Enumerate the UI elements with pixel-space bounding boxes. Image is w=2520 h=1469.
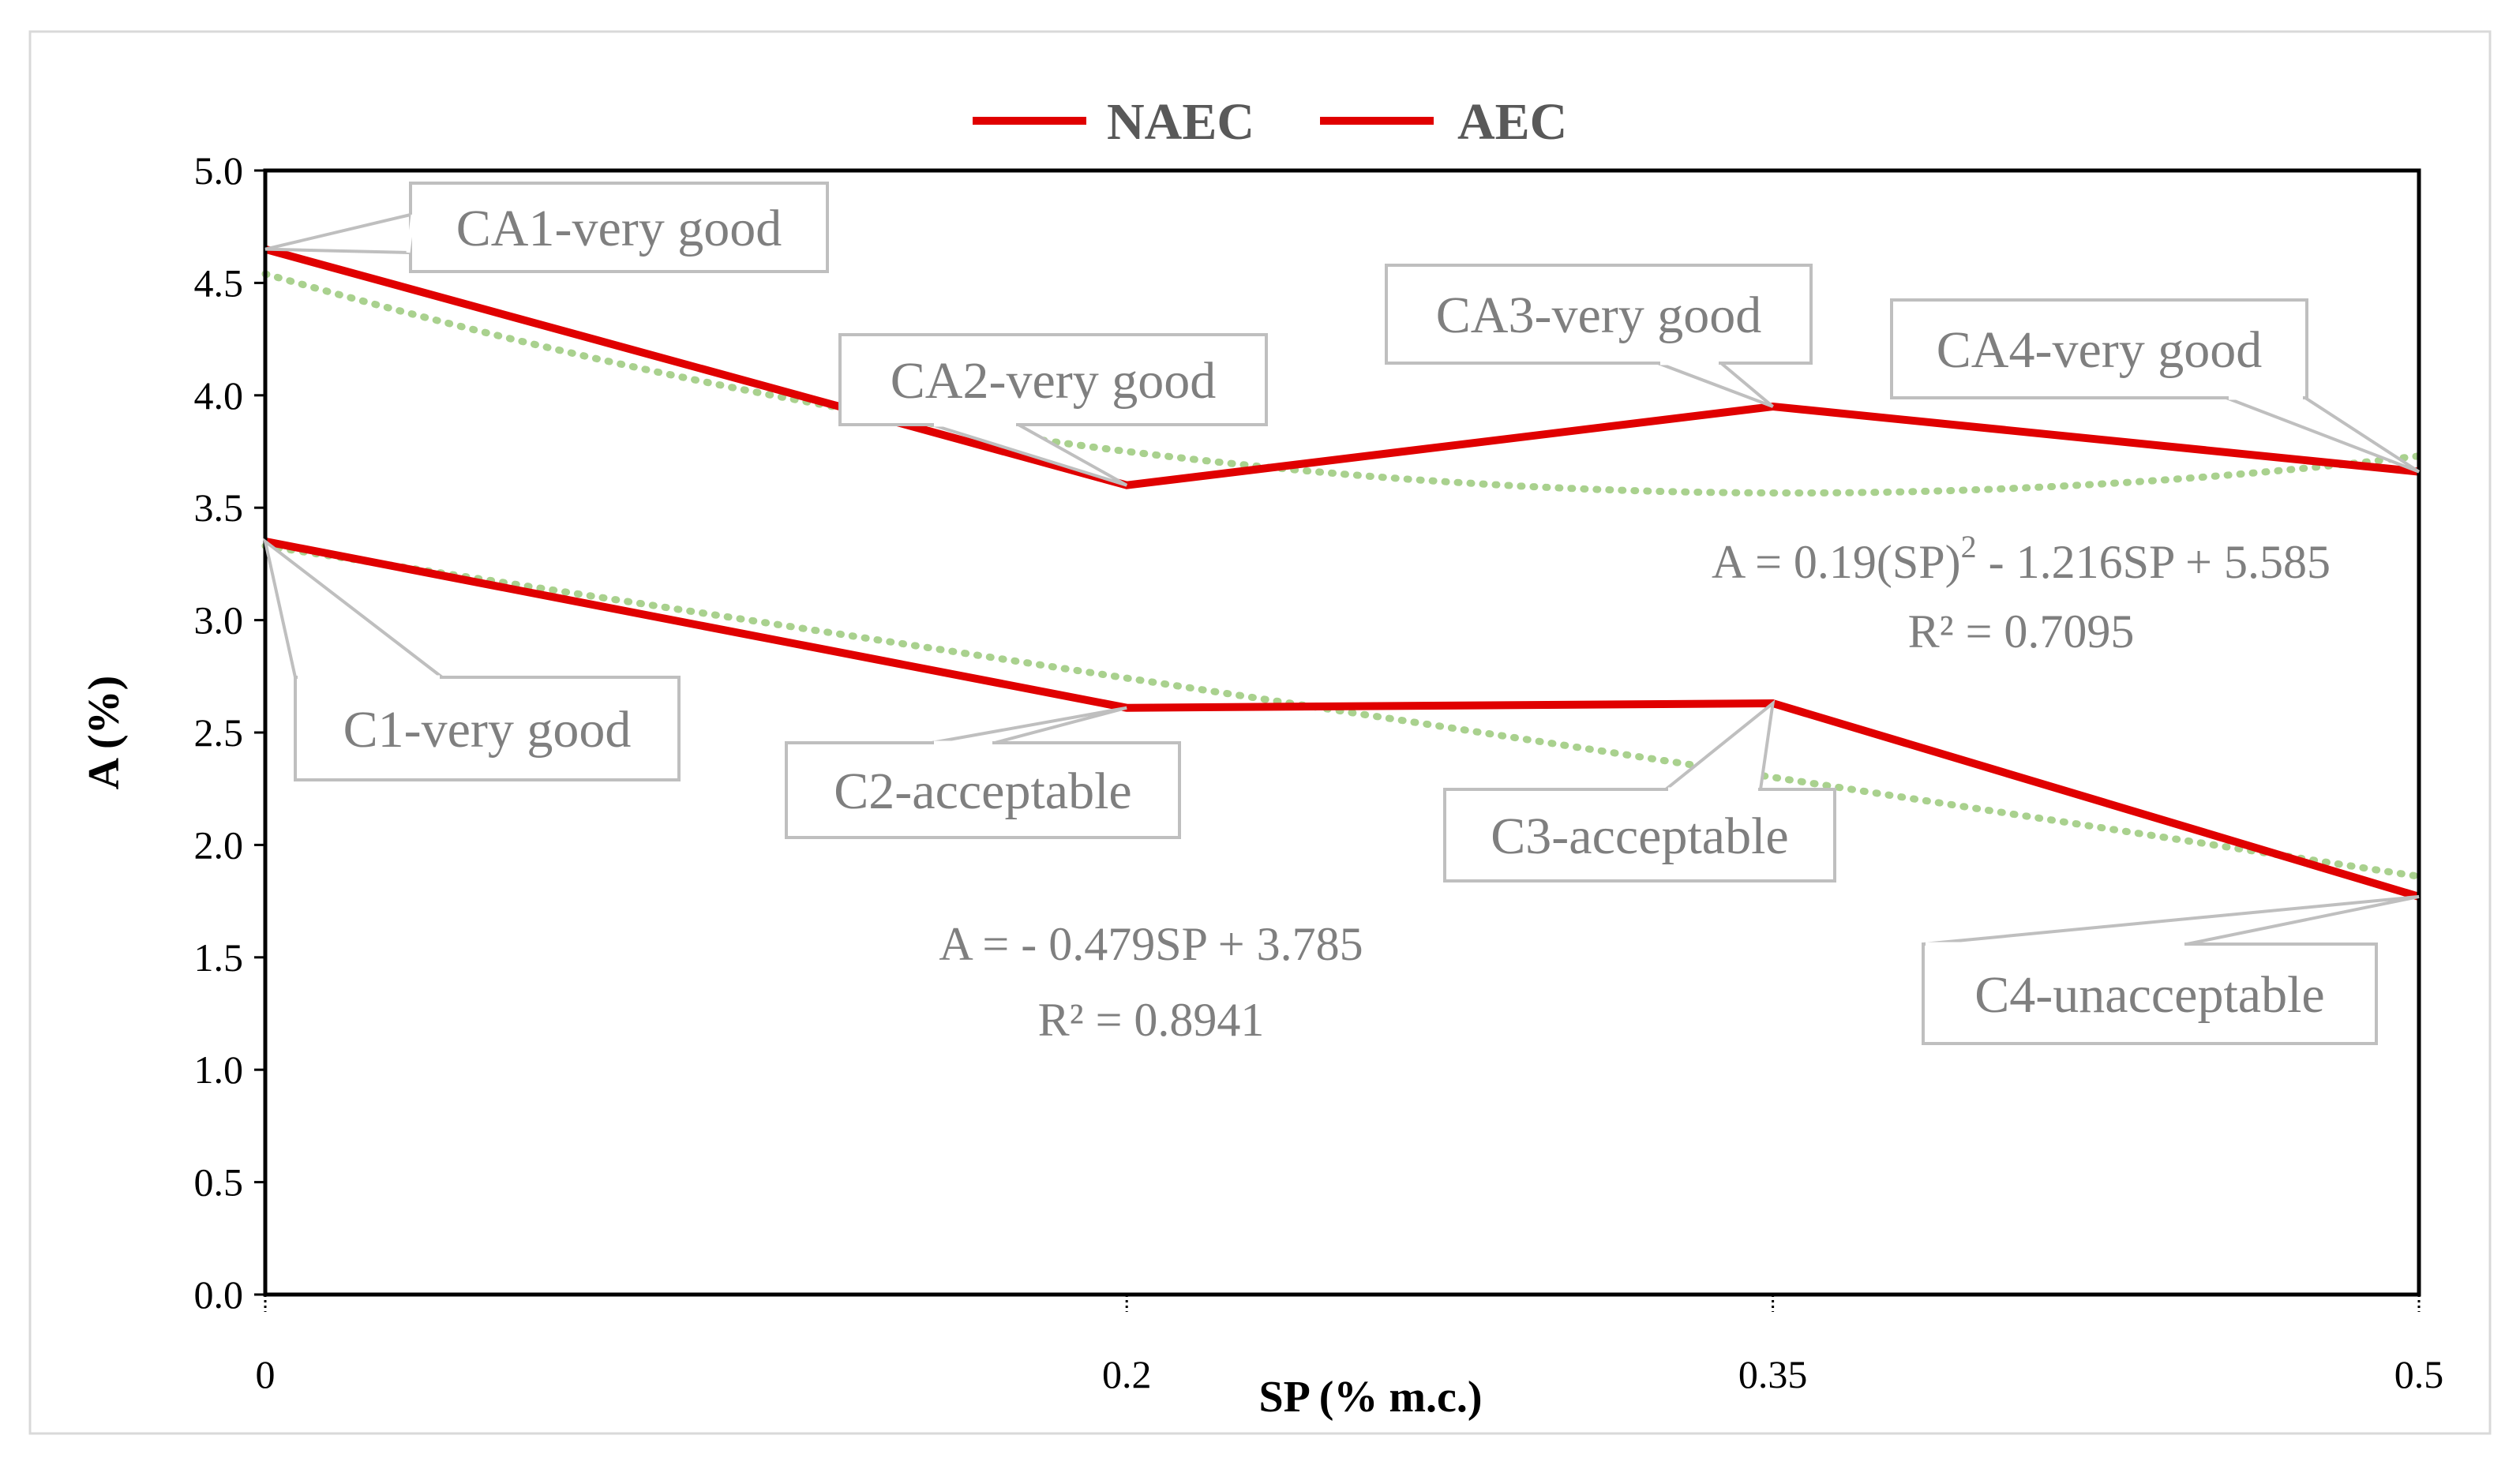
aec-equation-text: A = 0.19(SP)2 - 1.216SP + 5.585 xyxy=(1712,529,2331,588)
aec-equation-rest: - 1.216SP + 5.585 xyxy=(1977,536,2331,588)
callout-box xyxy=(294,676,681,781)
callout-box xyxy=(785,741,1181,839)
callout-box xyxy=(1385,264,1813,365)
data-label-naec: C4-unacceptable xyxy=(1974,966,2324,1024)
y-tick-label: 5.0 xyxy=(194,148,244,193)
y-tick-label: 3.0 xyxy=(194,598,244,643)
series-line-naec xyxy=(264,537,2421,901)
data-label-aec: CA1-very good xyxy=(456,200,782,257)
legend-label-aec: AEC xyxy=(1457,93,1567,151)
callout-box xyxy=(838,333,1268,426)
naec-trendline-equation: A = - 0.479SP + 3.785 R² = 0.8941 xyxy=(939,918,1363,1046)
callout-box xyxy=(1890,298,2308,399)
aec-r2-text: R² = 0.7095 xyxy=(1908,605,2135,658)
y-tick-label: 0.0 xyxy=(194,1272,244,1317)
x-tick-label: 0.5 xyxy=(2394,1352,2444,1396)
naec-equation-text: A = - 0.479SP + 3.785 xyxy=(939,918,1363,970)
naec-r2-text: R² = 0.8941 xyxy=(1038,994,1265,1046)
callout-pointer xyxy=(262,537,444,679)
callout-seam xyxy=(406,214,415,253)
aec-equation-exponent: 2 xyxy=(1961,529,1977,564)
aec-trendline xyxy=(261,270,2423,497)
callout-pointer xyxy=(931,706,1127,744)
callout-pointer xyxy=(2226,396,2421,474)
callout-box xyxy=(1443,788,1836,883)
y-tick-label: 4.0 xyxy=(194,373,244,418)
aec-equation-base: A = 0.19(SP) xyxy=(1712,536,1961,588)
x-tick-label: 0 xyxy=(256,1352,276,1396)
callout-pointer xyxy=(1664,699,1776,791)
data-label-aec: CA4-very good xyxy=(1937,321,2262,379)
y-tick-label: 0.5 xyxy=(194,1160,244,1205)
naec-trendline xyxy=(261,542,2423,880)
y-tick-label: 1.5 xyxy=(194,935,244,980)
data-label-naec: C2-acceptable xyxy=(834,763,1131,820)
series-line-aec xyxy=(264,245,2420,489)
y-tick-label: 4.5 xyxy=(194,260,244,305)
callout-pointer xyxy=(931,423,1128,487)
callout-pointer xyxy=(1922,894,2420,946)
y-tick-label: 1.0 xyxy=(194,1047,244,1092)
x-tick-label: 0.2 xyxy=(1102,1352,1152,1396)
data-label-aec: CA2-very good xyxy=(891,352,1216,410)
data-label-aec: CA3-very good xyxy=(1436,287,1761,344)
callout-pointer xyxy=(1657,362,1774,408)
data-label-naec: C3-acceptable xyxy=(1491,808,1788,865)
y-axis-title: A (%) xyxy=(80,676,129,790)
y-tick-label: 3.5 xyxy=(194,485,244,530)
data-label-naec: C1-very good xyxy=(343,701,632,759)
legend: NAEC AEC xyxy=(973,93,1567,151)
legend-label-naec: NAEC xyxy=(1107,93,1254,151)
y-tick-label: 2.5 xyxy=(194,710,244,755)
x-tick-label: 0.35 xyxy=(1738,1352,1808,1396)
callout-box xyxy=(409,182,829,273)
x-axis-title: SP (% m.c.) xyxy=(1258,1373,1482,1422)
y-tick-label: 2.0 xyxy=(194,823,244,867)
aec-trendline-equation: A = 0.19(SP)2 - 1.216SP + 5.585 R² = 0.7… xyxy=(1712,529,2331,658)
callout-box xyxy=(1922,942,2378,1045)
callout-pointer xyxy=(264,213,411,254)
